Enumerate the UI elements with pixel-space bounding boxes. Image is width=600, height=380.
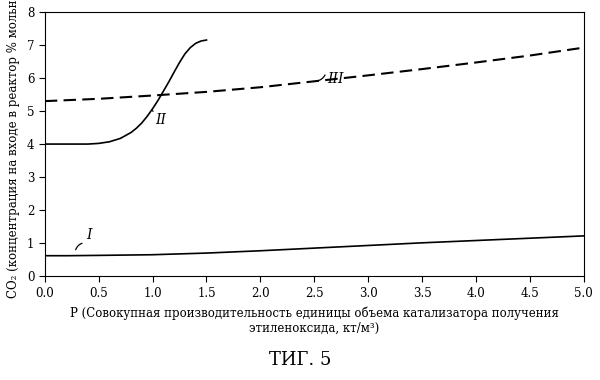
Text: I: I xyxy=(86,228,91,242)
Text: ΤИГ. 5: ΤИГ. 5 xyxy=(269,351,331,369)
Text: III: III xyxy=(327,72,344,86)
Y-axis label: CO₂ (концентрация на входе в реактор % мольн.): CO₂ (концентрация на входе в реактор % м… xyxy=(7,0,20,298)
X-axis label: Р (Совокупная производительность единицы объема катализатора получения
этиленокс: Р (Совокупная производительность единицы… xyxy=(70,307,559,335)
Text: II: II xyxy=(155,113,166,127)
